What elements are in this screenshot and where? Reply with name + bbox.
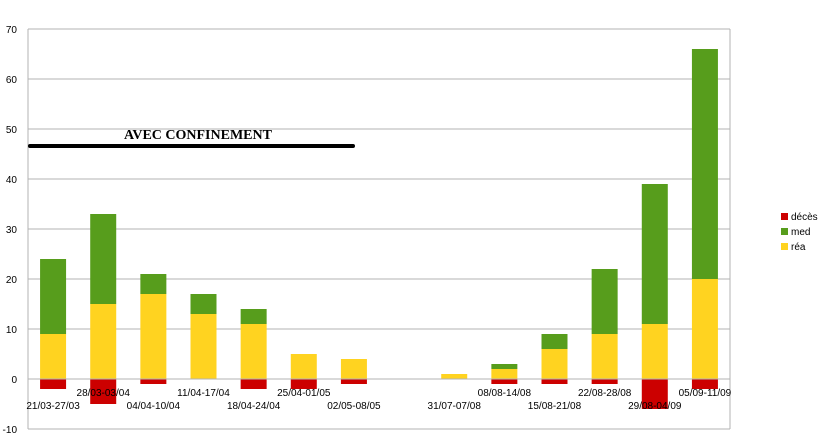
- x-tick-label: 21/03-27/03: [26, 401, 80, 412]
- axes: [27, 29, 731, 429]
- annotation-text: AVEC CONFINEMENT: [124, 128, 273, 143]
- gridlines: [28, 28, 730, 430]
- bars: [40, 49, 718, 409]
- y-tick-label: 60: [6, 75, 18, 86]
- bar-deces: [240, 379, 267, 389]
- bar-rea: [40, 334, 67, 379]
- annotation: AVEC CONFINEMENT: [28, 128, 355, 148]
- bar-deces: [340, 379, 367, 384]
- x-tick-labels: 21/03-27/03 28/03-03/04 04/04-10/04 11/04-1…: [26, 388, 731, 412]
- bar-deces: [290, 379, 317, 389]
- legend-label: réa: [791, 242, 806, 253]
- legend-swatch: [781, 213, 788, 220]
- x-tick-label: 31/07-07/08: [428, 401, 482, 412]
- legend: décès med réa: [781, 212, 818, 253]
- bar-rea: [190, 314, 217, 379]
- x-tick-label: 05/09-11/09: [679, 388, 732, 399]
- bar-rea: [90, 304, 117, 379]
- y-tick-label: 10: [6, 325, 18, 336]
- x-tick-label: 28/03-03/04: [77, 388, 131, 399]
- bar-deces: [641, 379, 668, 409]
- bar-med: [90, 214, 117, 304]
- bar-med: [140, 274, 167, 294]
- bar-rea: [290, 354, 317, 379]
- x-tick-label: 11/04-17/04: [177, 388, 230, 399]
- bar-rea: [240, 324, 267, 379]
- x-tick-label: 29/08-04/09: [628, 401, 682, 412]
- bar-rea: [691, 279, 718, 379]
- bar-rea: [140, 294, 167, 379]
- bar-med: [40, 259, 67, 334]
- bar-deces: [591, 379, 618, 384]
- x-tick-label: 08/08-14/08: [478, 388, 532, 399]
- bar-rea: [340, 359, 367, 379]
- bar-deces: [90, 379, 117, 404]
- bar-med: [491, 364, 518, 369]
- bar-med: [541, 334, 568, 349]
- y-tick-label: 40: [6, 175, 18, 186]
- bar-med: [641, 184, 668, 324]
- y-tick-label: 50: [6, 125, 18, 136]
- bar-rea: [641, 324, 668, 379]
- bar-rea: [541, 349, 568, 379]
- bar-deces: [491, 379, 518, 384]
- bar-med: [190, 294, 217, 314]
- bar-deces: [541, 379, 568, 384]
- bar-med: [691, 49, 718, 279]
- legend-label: décès: [791, 212, 818, 223]
- x-tick-label: 02/05-08/05: [327, 401, 381, 412]
- bar-rea: [491, 369, 518, 379]
- legend-label: med: [791, 227, 810, 238]
- bar-rea: [441, 374, 468, 379]
- x-tick-label: 22/08-28/08: [578, 388, 632, 399]
- x-tick-label: 15/08-21/08: [528, 401, 582, 412]
- y-tick-label: 20: [6, 275, 18, 286]
- y-tick-label: 0: [11, 375, 17, 386]
- legend-swatch: [781, 243, 788, 250]
- bar-med: [240, 309, 267, 324]
- y-tick-label: 30: [6, 225, 18, 236]
- bar-deces: [40, 379, 67, 389]
- x-tick-label: 04/04-10/04: [127, 401, 181, 412]
- x-tick-label: 18/04-24/04: [227, 401, 281, 412]
- x-tick-label: 25/04-01/05: [277, 388, 331, 399]
- bar-deces: [140, 379, 167, 384]
- y-tick-label: 70: [6, 25, 18, 36]
- y-tick-labels: -10 0 10 20 30 40 50 60 70: [3, 25, 18, 436]
- bar-med: [591, 269, 618, 334]
- y-tick-label: -10: [3, 425, 18, 436]
- legend-swatch: [781, 228, 788, 235]
- bar-rea: [591, 334, 618, 379]
- bar-deces: [691, 379, 718, 389]
